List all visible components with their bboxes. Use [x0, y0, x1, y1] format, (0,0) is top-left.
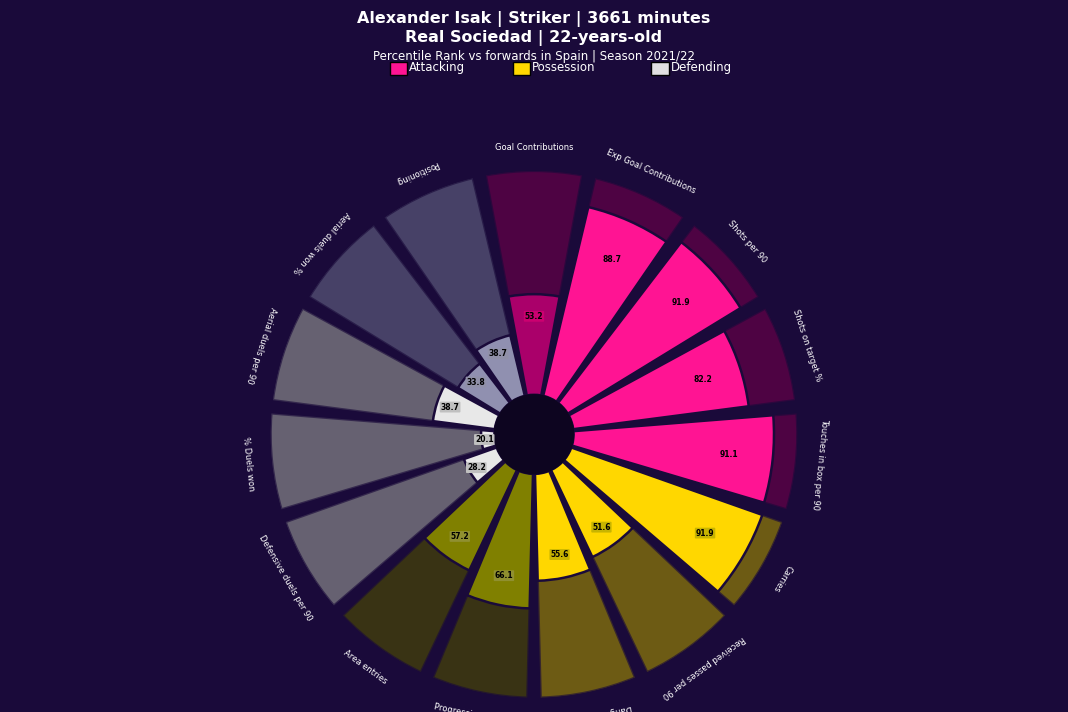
Text: Area entries: Area entries [342, 648, 389, 686]
Bar [270, 414, 497, 509]
Text: Aerial duels won %: Aerial duels won % [290, 209, 350, 275]
Bar [564, 447, 763, 592]
Text: 91.9: 91.9 [672, 298, 690, 307]
Text: 53.2: 53.2 [524, 312, 544, 321]
Text: 88.7: 88.7 [602, 256, 622, 264]
Text: Real Sociedad | 22-years-old: Real Sociedad | 22-years-old [406, 30, 662, 46]
Text: Possession: Possession [532, 61, 595, 74]
Bar [433, 386, 500, 429]
Bar [486, 171, 582, 395]
Bar [467, 471, 533, 608]
Bar [571, 414, 798, 509]
Text: 20.1: 20.1 [475, 435, 493, 444]
Text: Defensive duels per 90: Defensive duels per 90 [257, 533, 314, 622]
Text: Percentile Rank vs forwards in Spain | Season 2021/22: Percentile Rank vs forwards in Spain | S… [373, 50, 695, 63]
Bar [557, 242, 740, 414]
Text: Goal Contributions: Goal Contributions [494, 142, 574, 152]
Bar [285, 447, 504, 606]
Bar [544, 207, 666, 402]
Text: 38.7: 38.7 [441, 402, 459, 412]
Bar [310, 225, 511, 414]
Text: Exp Goal Contributions: Exp Goal Contributions [604, 148, 696, 196]
Text: Positioning: Positioning [394, 159, 440, 185]
Text: 66.1: 66.1 [494, 571, 514, 580]
Bar [571, 415, 774, 503]
Text: Attacking: Attacking [409, 61, 466, 74]
Text: Alexander Isak | Striker | 3661 minutes: Alexander Isak | Striker | 3661 minutes [358, 11, 710, 26]
Text: Shots per 90: Shots per 90 [726, 219, 769, 265]
Text: 91.1: 91.1 [720, 450, 738, 459]
Bar [272, 308, 500, 429]
Text: Shots on target %: Shots on target % [791, 308, 823, 383]
Bar [433, 471, 533, 698]
Text: % Duels won: % Duels won [241, 436, 255, 492]
Bar [508, 294, 560, 395]
Text: Aerial duels per 90: Aerial duels per 90 [245, 306, 278, 384]
Bar [544, 178, 684, 402]
Bar [458, 364, 511, 414]
Text: Defending: Defending [671, 61, 732, 74]
Text: 51.6: 51.6 [592, 523, 611, 532]
Text: Carries: Carries [771, 562, 794, 593]
Text: 55.6: 55.6 [550, 550, 569, 559]
Bar [551, 461, 725, 672]
Text: Progressive actions: Progressive actions [434, 702, 515, 712]
Text: 57.2: 57.2 [451, 532, 469, 541]
Text: 33.8: 33.8 [467, 377, 485, 387]
Text: 38.7: 38.7 [489, 349, 507, 358]
Text: 82.2: 82.2 [693, 375, 712, 384]
Bar [564, 447, 783, 606]
Text: 91.9: 91.9 [695, 528, 714, 538]
Text: Received passes per 90: Received passes per 90 [660, 634, 745, 700]
Bar [535, 471, 635, 698]
Bar [535, 471, 591, 581]
Bar [464, 447, 504, 483]
Bar [481, 430, 497, 449]
Text: Dangerous passes: Dangerous passes [555, 703, 632, 712]
Bar [557, 225, 758, 414]
Bar [425, 461, 517, 570]
Bar [568, 331, 749, 429]
Bar [343, 461, 517, 672]
Text: 28.2: 28.2 [467, 463, 486, 472]
Polygon shape [494, 394, 574, 473]
Bar [551, 461, 632, 557]
Text: Touches in box per 90: Touches in box per 90 [811, 418, 829, 511]
Bar [568, 308, 796, 429]
Bar [476, 335, 524, 402]
Bar [384, 178, 524, 402]
